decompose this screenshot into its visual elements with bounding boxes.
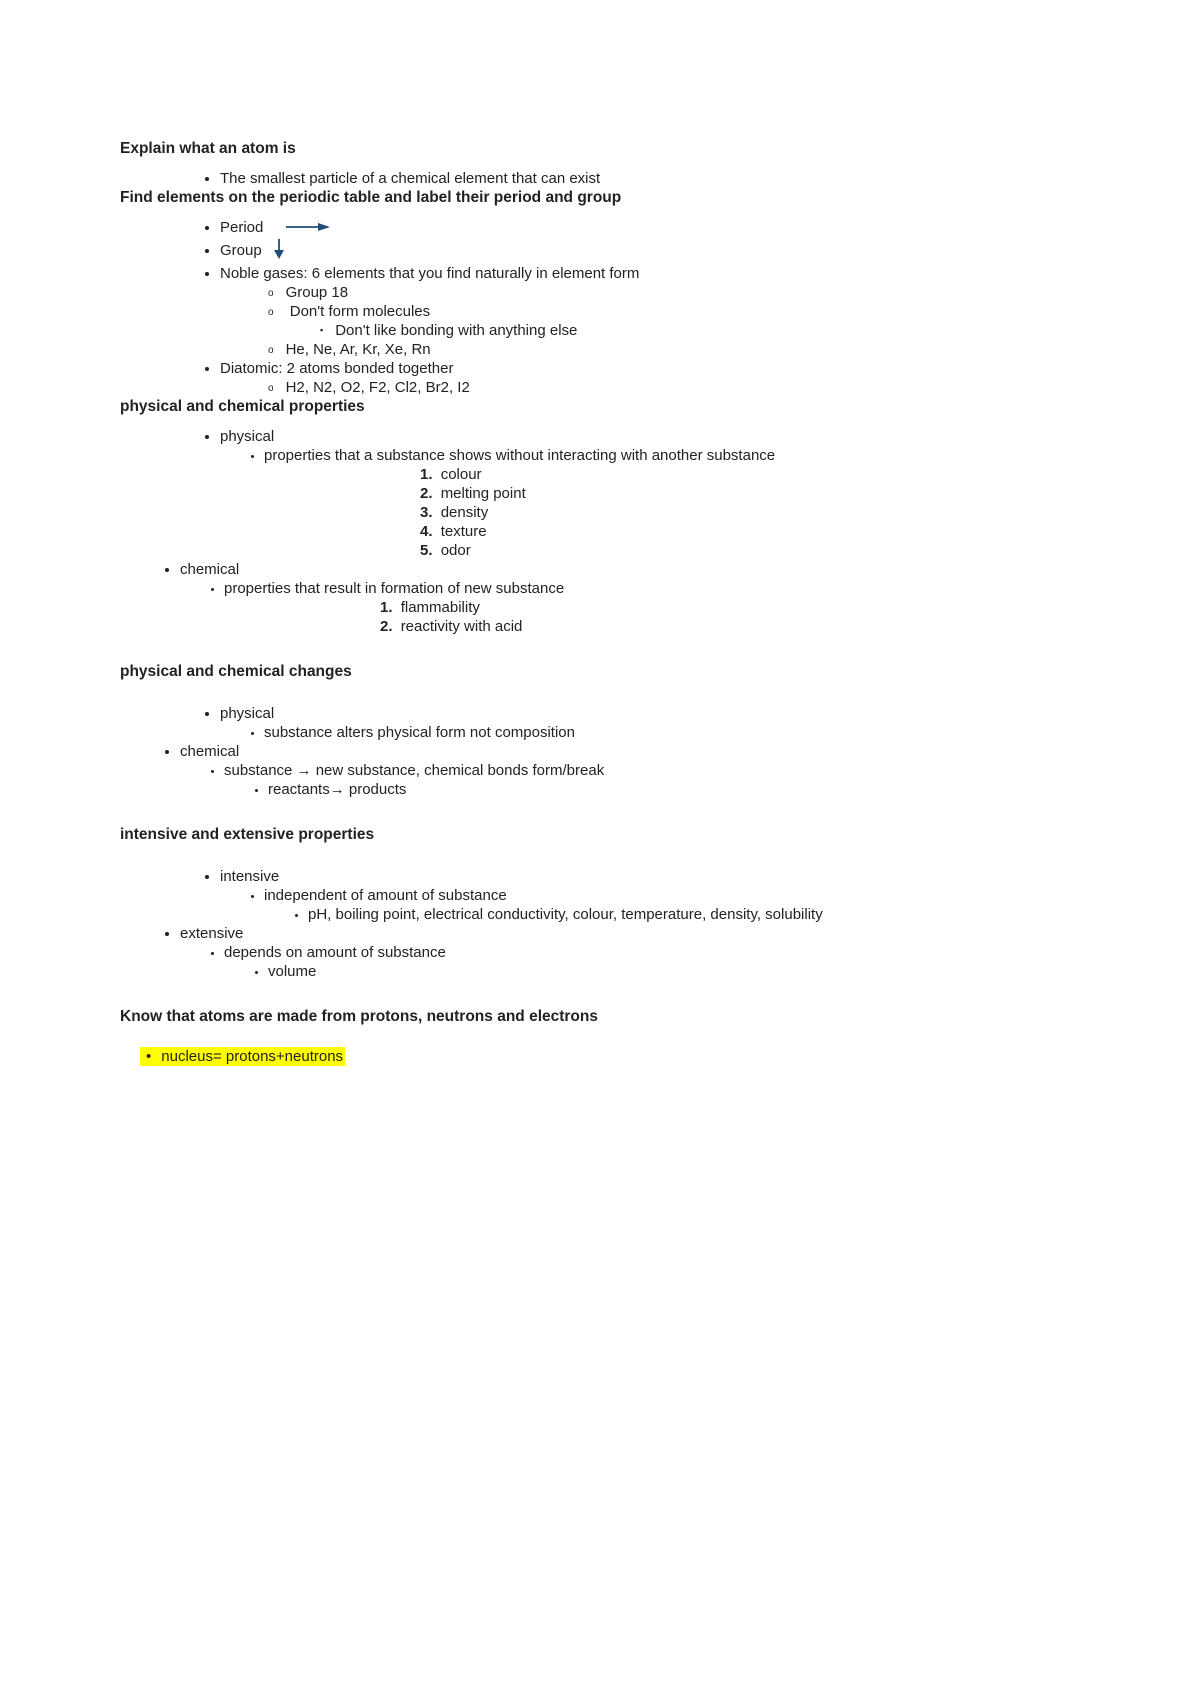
list-item: flammability [380, 599, 1080, 616]
list-item: colour [420, 466, 1080, 483]
group-label: Group [220, 242, 262, 259]
text: physical [220, 428, 274, 445]
list-item: melting point [420, 485, 1080, 502]
text: Don't form molecules [290, 303, 430, 320]
sublist: reactants→ products [268, 781, 1080, 798]
list-item: Don't like bonding with anything else [320, 322, 1080, 339]
list-item: pH, boiling point, electrical conductivi… [308, 906, 1080, 923]
text: Diatomic: 2 atoms bonded together [220, 360, 453, 377]
list-item: density [420, 504, 1080, 521]
list-changes-physical: physical substance alters physical form … [220, 705, 1080, 741]
physical-numbered: colour melting point density texture odo… [420, 466, 1080, 559]
heading-atom-parts: Know that atoms are made from protons, n… [120, 1008, 1080, 1026]
arrow-right-icon [286, 220, 330, 237]
heading-changes: physical and chemical changes [120, 663, 1080, 681]
list-chemical: chemical properties that result in forma… [180, 561, 1080, 635]
text: independent of amount of substance [264, 887, 507, 904]
heading-intensive: intensive and extensive properties [120, 826, 1080, 844]
list-item: odor [420, 542, 1080, 559]
list-changes-chemical: chemical substance → new substance, chem… [180, 743, 1080, 798]
sublist: pH, boiling point, electrical conductivi… [308, 906, 1080, 923]
noble-sublist: Group 18 Don't form molecules Don't like… [268, 284, 1080, 358]
text: extensive [180, 925, 243, 942]
list-item: reactants→ products [268, 781, 1080, 798]
list-item: He, Ne, Ar, Kr, Xe, Rn [268, 341, 1080, 358]
list-item: texture [420, 523, 1080, 540]
sublist: Don't like bonding with anything else [320, 322, 1080, 339]
list-item: The smallest particle of a chemical elem… [220, 170, 1080, 187]
list-item: volume [268, 963, 1080, 980]
text: intensive [220, 868, 279, 885]
sublist: substance → new substance, chemical bond… [224, 762, 1080, 798]
sublist: independent of amount of substance pH, b… [264, 887, 1080, 923]
sublist: substance alters physical form not compo… [264, 724, 1080, 741]
arrow-down-icon [272, 239, 286, 263]
list-item: depends on amount of substance volume [224, 944, 1080, 980]
list-item-physical: physical properties that a substance sho… [220, 428, 1080, 559]
list-item: properties that result in formation of n… [224, 580, 1080, 597]
list-item-period: Period [220, 219, 1080, 237]
list-item-chemical: chemical properties that result in forma… [180, 561, 1080, 635]
list-item-noble: Noble gases: 6 elements that you find na… [220, 265, 1080, 358]
list-item: substance alters physical form not compo… [264, 724, 1080, 741]
list-intensive: intensive independent of amount of subst… [220, 868, 1080, 923]
list-properties: physical properties that a substance sho… [220, 428, 1080, 559]
period-label: Period [220, 219, 263, 236]
list-item-group: Group [220, 239, 1080, 263]
sublist: properties that result in formation of n… [224, 580, 1080, 597]
list-atom: The smallest particle of a chemical elem… [220, 170, 1080, 187]
heading-atom: Explain what an atom is [120, 140, 1080, 158]
list-item: extensive depends on amount of substance… [180, 925, 1080, 980]
list-item: Don't form molecules Don't like bonding … [268, 303, 1080, 339]
list-item: physical substance alters physical form … [220, 705, 1080, 741]
list-nucleus: nucleus= protons+neutrons [140, 1048, 1080, 1065]
list-item: properties that a substance shows withou… [264, 447, 1080, 464]
highlight-text: nucleus= protons+neutrons [159, 1047, 345, 1066]
list-item: substance → new substance, chemical bond… [224, 762, 1080, 798]
list-extensive: extensive depends on amount of substance… [180, 925, 1080, 980]
list-item: chemical substance → new substance, chem… [180, 743, 1080, 798]
heading-properties: physical and chemical properties [120, 398, 1080, 416]
text: physical [220, 705, 274, 722]
text: depends on amount of substance [224, 944, 446, 961]
list-item: intensive independent of amount of subst… [220, 868, 1080, 923]
chemical-numbered: flammability reactivity with acid [380, 599, 1080, 635]
text: chemical [180, 743, 239, 760]
document-page: Explain what an atom is The smallest par… [0, 0, 1200, 1145]
sublist: depends on amount of substance volume [224, 944, 1080, 980]
list-item-highlight: nucleus= protons+neutrons [140, 1048, 1080, 1065]
noble-text: Noble gases: 6 elements that you find na… [220, 265, 639, 282]
sublist: H2, N2, O2, F2, Cl2, Br2, I2 [268, 379, 1080, 396]
list-periodic: Period Group Noble gases: 6 elements tha… [220, 219, 1080, 396]
text: chemical [180, 561, 239, 578]
list-item: Group 18 [268, 284, 1080, 301]
list-item: H2, N2, O2, F2, Cl2, Br2, I2 [268, 379, 1080, 396]
list-item: reactivity with acid [380, 618, 1080, 635]
sublist: properties that a substance shows withou… [264, 447, 1080, 464]
sublist: volume [268, 963, 1080, 980]
list-item-diatomic: Diatomic: 2 atoms bonded together H2, N2… [220, 360, 1080, 396]
heading-periodic: Find elements on the periodic table and … [120, 189, 1080, 207]
list-item: independent of amount of substance pH, b… [264, 887, 1080, 923]
text: substance → new substance, chemical bond… [224, 762, 604, 779]
